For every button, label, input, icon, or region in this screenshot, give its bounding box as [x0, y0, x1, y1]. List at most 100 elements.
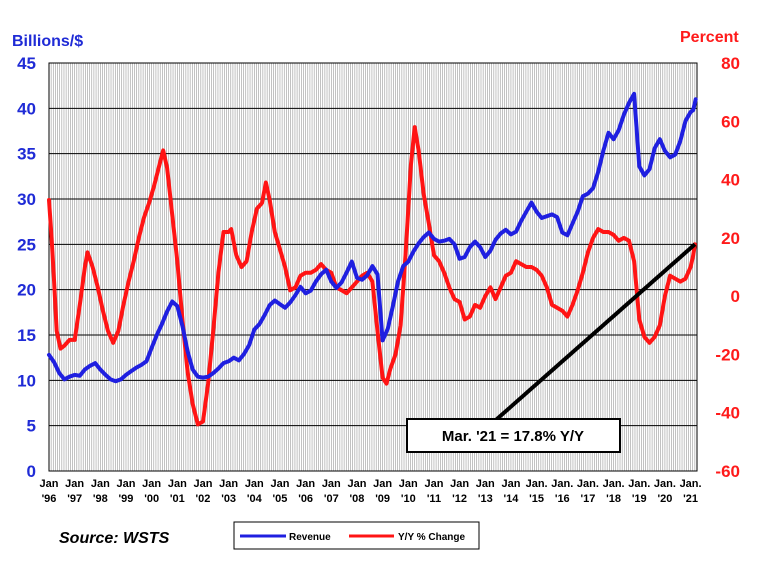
left-tick-label: 30 [17, 190, 36, 209]
x-tick-label: Jan '11 [424, 478, 443, 505]
x-tick-label-bottom: '11 [427, 493, 441, 505]
x-tick-label-bottom: '14 [504, 493, 520, 505]
x-tick-label-bottom: '12 [452, 493, 467, 505]
x-tick-label-top: Jan [296, 478, 315, 490]
x-tick-label: Jan '07 [322, 478, 341, 505]
x-tick-label-top: Jan [424, 478, 443, 490]
x-tick-label-bottom: '21 [683, 493, 698, 505]
x-tick-label-bottom: '99 [119, 493, 134, 505]
x-tick-label-top: Jan. [577, 478, 599, 490]
x-tick-label: Jan '96 [40, 478, 59, 505]
right-axis-ticks: -60 -40 -20 0 20 40 60 80 [715, 54, 740, 481]
x-tick-label: Jan '98 [91, 478, 110, 505]
x-tick-label: Jan '12 [450, 478, 469, 505]
x-tick-label-bottom: '17 [581, 493, 596, 505]
right-tick-label: -40 [715, 404, 740, 423]
x-tick-label: Jan '04 [245, 478, 264, 505]
x-tick-label-top: Jan. [551, 478, 573, 490]
x-tick-label-bottom: '10 [401, 493, 416, 505]
x-tick-label: Jan '99 [117, 478, 136, 505]
right-tick-label: 0 [731, 287, 740, 306]
x-tick-label-bottom: '01 [170, 493, 185, 505]
x-tick-label: Jan '10 [399, 478, 418, 505]
x-tick-label-top: Jan [450, 478, 469, 490]
x-tick-label-bottom: '98 [93, 493, 108, 505]
annotation-box [406, 418, 621, 453]
x-tick-label: Jan '08 [347, 478, 366, 505]
left-tick-label: 15 [17, 326, 36, 345]
x-tick-label-bottom: '08 [350, 493, 365, 505]
x-tick-label-bottom: '03 [221, 493, 236, 505]
right-tick-label: 20 [721, 229, 740, 248]
annotation-arrow [489, 242, 697, 427]
source-text: Source: WSTS [59, 530, 170, 547]
x-tick-label: Jan '14 [501, 478, 520, 505]
right-tick-label: 40 [721, 171, 740, 190]
x-tick-label-top: Jan [270, 478, 289, 490]
x-tick-label-bottom: '06 [298, 493, 313, 505]
left-tick-label: 20 [17, 281, 36, 300]
x-tick-label-bottom: '18 [606, 493, 621, 505]
annotation-text: Mar. '21 = 17.8% Y/Y [442, 428, 584, 445]
x-tick-label-bottom: '16 [555, 493, 570, 505]
x-tick-label-top: Jan [40, 478, 59, 490]
series-layer [47, 91, 698, 427]
left-tick-label: 25 [17, 235, 36, 254]
x-tick-label: Jan '01 [168, 478, 187, 505]
right-tick-label: 80 [721, 54, 740, 73]
left-tick-label: 35 [17, 145, 36, 164]
x-tick-label-bottom: '96 [42, 493, 57, 505]
left-tick-label: 40 [17, 99, 36, 118]
x-tick-label-top: Jan. [628, 478, 650, 490]
x-tick-label-bottom: '20 [657, 493, 672, 505]
x-tick-label-top: Jan [476, 478, 495, 490]
x-tick-label-top: Jan [322, 478, 341, 490]
left-tick-label: 5 [27, 417, 36, 436]
x-tick-label-bottom: '97 [67, 493, 82, 505]
x-tick-label-top: Jan [347, 478, 366, 490]
left-tick-label: 10 [17, 371, 36, 390]
x-tick-label-top: Jan. [654, 478, 676, 490]
right-tick-label: -60 [715, 462, 740, 481]
x-tick-label-top: Jan [219, 478, 238, 490]
x-tick-label-top: Jan [65, 478, 84, 490]
x-tick-label: Jan '05 [270, 478, 289, 505]
x-tick-label: Jan '06 [296, 478, 315, 505]
left-tick-label: 0 [27, 462, 36, 481]
x-tick-label: Jan. '21 [680, 478, 702, 505]
x-tick-label-bottom: '19 [632, 493, 647, 505]
x-tick-label-bottom: '02 [196, 493, 211, 505]
right-tick-label: 60 [721, 112, 740, 131]
x-tick-label: Jan. '18 [603, 478, 625, 505]
x-axis-ticks: Jan '96 Jan '97 Jan '98 Jan '99 Jan '00 Jan '01 Jan '… [40, 478, 702, 505]
x-tick-label-top: Jan [245, 478, 264, 490]
plot-border [48, 62, 698, 472]
x-tick-label-bottom: '04 [247, 493, 263, 505]
x-tick-label: Jan '09 [373, 478, 392, 505]
x-tick-label-top: Jan [501, 478, 520, 490]
x-tick-label-top: Jan [168, 478, 187, 490]
legend-yoy-label: Y/Y % Change [398, 532, 465, 543]
x-tick-label-bottom: '07 [324, 493, 339, 505]
x-tick-label-top: Jan [399, 478, 418, 490]
x-tick-label: Jan '97 [65, 478, 84, 505]
x-tick-label: Jan '02 [193, 478, 212, 505]
right-tick-label: -20 [715, 345, 740, 364]
x-tick-label-bottom: '09 [375, 493, 390, 505]
left-axis-label: Billions/$ [12, 33, 83, 50]
grid-lines [49, 62, 697, 472]
x-tick-label: Jan '13 [476, 478, 495, 505]
x-tick-label-top: Jan [91, 478, 110, 490]
x-tick-label: Jan. '20 [654, 478, 676, 505]
left-tick-label: 45 [17, 54, 36, 73]
right-axis-label: Percent [680, 29, 739, 46]
x-tick-label: Jan. '16 [551, 478, 573, 505]
x-tick-label: Jan. '15 [526, 478, 548, 505]
x-tick-label-bottom: '00 [144, 493, 159, 505]
x-tick-label-top: Jan [142, 478, 161, 490]
x-tick-label-top: Jan. [603, 478, 625, 490]
x-tick-label-top: Jan. [680, 478, 702, 490]
x-tick-label-bottom: '05 [273, 493, 288, 505]
